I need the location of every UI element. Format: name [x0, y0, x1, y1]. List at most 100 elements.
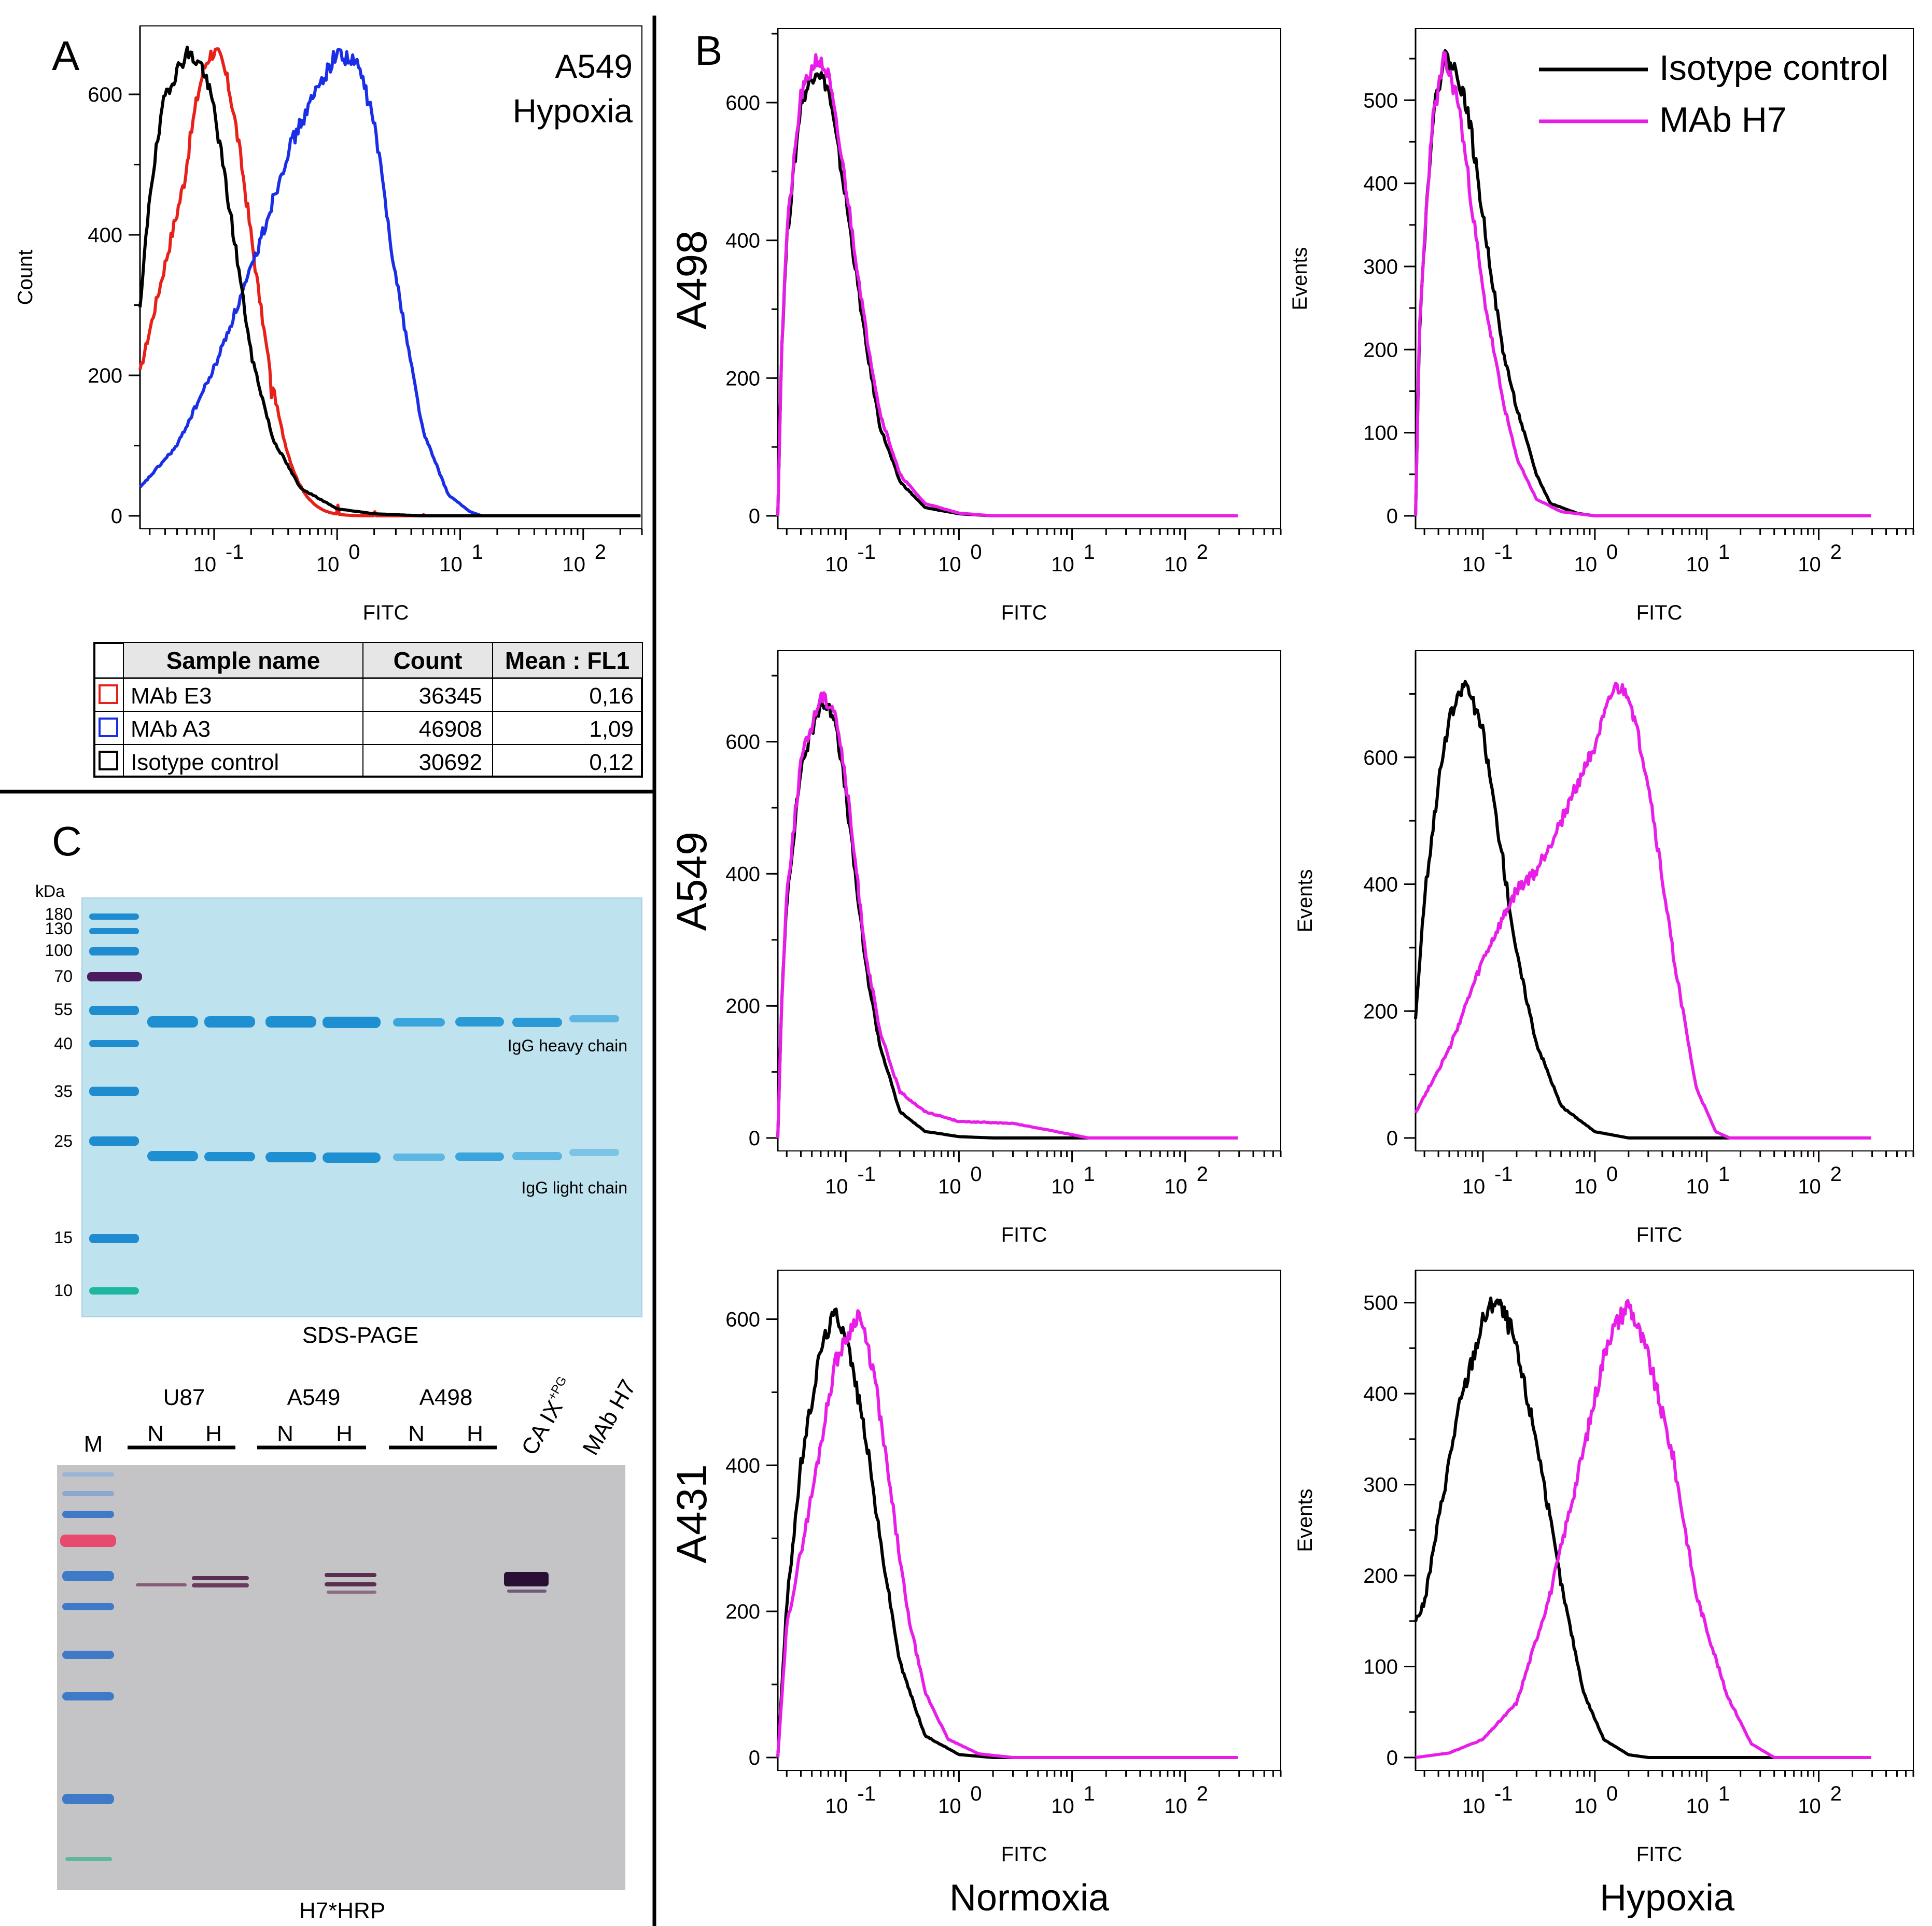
table-row-count: 46908	[419, 716, 482, 742]
y-tick-label: 200	[1363, 1000, 1398, 1023]
y-axis-title: Events	[1294, 869, 1317, 932]
marker-label: 10	[54, 1281, 73, 1300]
table-header-count: Count	[394, 647, 463, 674]
y-axis-title: Count	[14, 250, 37, 305]
x-tick-label: 10	[1164, 553, 1187, 576]
x-tick-exponent: 2	[595, 541, 606, 564]
x-tick-label: 10	[1164, 1175, 1187, 1198]
x-axis-title: FITC	[1636, 1843, 1683, 1866]
x-tick-label: 10	[1051, 553, 1074, 576]
x-tick-exponent: 1	[471, 541, 483, 564]
blot-ladder-band	[62, 1571, 114, 1581]
blot-ladder-band	[62, 1603, 114, 1610]
y-tick-label: 0	[749, 1747, 760, 1769]
panel-a-title-line2: Hypoxia	[513, 92, 633, 130]
y-tick-label: 400	[725, 863, 760, 885]
x-tick-label: 10	[1686, 1175, 1709, 1198]
legend-swatch-e3	[99, 684, 118, 704]
blot-band-caix	[504, 1572, 549, 1586]
gel-caption: SDS-PAGE	[302, 1323, 418, 1348]
marker-label: 100	[45, 941, 73, 960]
marker-label: 55	[54, 1000, 73, 1019]
x-tick-label: 10	[1798, 1175, 1821, 1198]
blot-ladder-band	[62, 1692, 114, 1700]
blot-lane-n: N	[147, 1421, 164, 1446]
marker-label: 130	[45, 919, 73, 938]
blot-ladder-band	[60, 1535, 116, 1547]
y-axis-title: Events	[1289, 247, 1311, 310]
blot-lane-n: N	[277, 1421, 293, 1446]
blot-band-u87-h	[192, 1583, 249, 1587]
series-line	[776, 1309, 1238, 1759]
ladder-band	[89, 1234, 139, 1243]
light-chain-band	[569, 1149, 619, 1156]
blot-lane-h: H	[336, 1421, 353, 1446]
y-tick-label: 400	[88, 224, 122, 247]
panel-b-legend: Isotype control MAb H7	[1539, 48, 1888, 139]
x-axis-title: FITC	[1001, 1224, 1047, 1246]
blot-ladder-band	[65, 1857, 112, 1861]
series-line	[776, 1308, 1238, 1759]
x-tick-label: 10	[1686, 1795, 1709, 1818]
x-axis-title: FITC	[1001, 601, 1047, 624]
blot-caix-sup: +PG	[545, 1374, 570, 1403]
x-tick-exponent: 2	[1197, 1782, 1208, 1805]
x-tick-exponent: -1	[1494, 1782, 1513, 1805]
heavy-chain-label: IgG heavy chain	[508, 1036, 627, 1055]
series-line	[1415, 1299, 1871, 1759]
y-tick-label: 0	[1387, 1127, 1398, 1150]
table-header-sample: Sample name	[166, 647, 320, 674]
series-line	[776, 691, 1238, 1140]
x-tick-label: 10	[1686, 553, 1709, 576]
y-tick-label: 600	[1363, 747, 1398, 769]
blot-band-a549-h	[327, 1591, 376, 1594]
legend-isotype-label: Isotype control	[1659, 48, 1888, 88]
x-tick-exponent: 2	[1197, 541, 1208, 564]
table-row-count: 30692	[419, 750, 482, 775]
x-tick-label: 10	[1462, 1795, 1486, 1818]
series-line	[776, 53, 1238, 517]
x-tick-exponent: -1	[857, 1782, 876, 1805]
blot-group-label: U87	[163, 1385, 205, 1410]
x-tick-exponent: 0	[1606, 1163, 1618, 1186]
blot-caption: H7*HRP	[299, 1898, 385, 1923]
series-line	[1414, 51, 1871, 517]
ladder-band	[89, 1040, 139, 1047]
x-tick-exponent: -1	[1494, 1163, 1513, 1186]
y-tick-label: 400	[1363, 874, 1398, 896]
y-tick-label: 300	[1363, 256, 1398, 278]
x-axis-title: FITC	[1636, 601, 1683, 624]
y-tick-label: 200	[725, 367, 760, 390]
x-tick-label: 10	[316, 553, 340, 576]
x-tick-label: 10	[825, 553, 848, 576]
table-row-name: MAb A3	[131, 716, 211, 742]
series-line	[1414, 680, 1871, 1140]
x-tick-exponent: 2	[1197, 1163, 1208, 1186]
panel-letter-b: B	[695, 27, 722, 74]
x-tick-label: 10	[1798, 1795, 1821, 1818]
y-tick-label: 600	[88, 83, 122, 106]
y-tick-label: 300	[1363, 1474, 1398, 1497]
y-tick-label: 600	[725, 1309, 760, 1331]
heavy-chain-band	[323, 1017, 381, 1028]
y-tick-label: 0	[1387, 505, 1398, 528]
blot-ladder-band	[62, 1491, 114, 1496]
panel-letter-a: A	[52, 33, 80, 79]
y-tick-label: 200	[88, 364, 122, 387]
row-label-a498: A498	[668, 230, 716, 330]
blot-ladder-band	[62, 1651, 114, 1659]
series-line	[776, 71, 1238, 517]
x-tick-label: 10	[1051, 1795, 1074, 1818]
x-tick-label: 10	[193, 553, 217, 576]
chart-a549-normoxia: 0 200 400 600 10 -1 10 0 10 1 10 2 FITC	[725, 650, 1282, 1246]
heavy-chain-band	[512, 1018, 562, 1027]
chart-a498-normoxia: 0 200 400 600 10 -1 10 0 10 1 10 2 FITC	[725, 28, 1282, 624]
marker-label: 25	[54, 1132, 73, 1150]
legend-mab-h7-label: MAb H7	[1659, 100, 1787, 139]
heavy-chain-band	[147, 1016, 198, 1028]
heavy-chain-band	[393, 1018, 445, 1027]
y-tick-label: 200	[1363, 339, 1398, 361]
legend-swatch-isotype	[99, 751, 118, 770]
